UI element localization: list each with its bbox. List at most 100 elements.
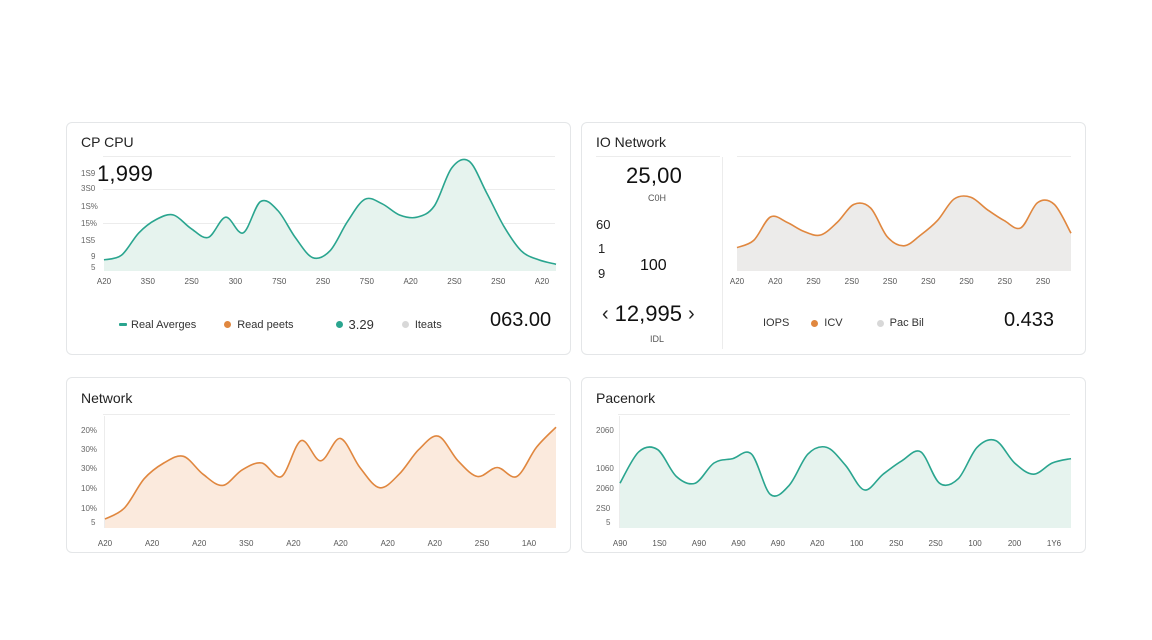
legend-marker bbox=[224, 321, 232, 328]
x-tick: 2S0 bbox=[883, 277, 898, 286]
packet-series-area bbox=[620, 439, 1071, 528]
x-tick: A20 bbox=[535, 277, 550, 286]
x-tick: A20 bbox=[192, 539, 207, 548]
x-tick: A20 bbox=[286, 539, 301, 548]
io-main-readout: ‹ 12,995 › bbox=[602, 301, 695, 327]
packet-chart bbox=[619, 438, 1072, 528]
x-tick: 2S0 bbox=[447, 277, 462, 286]
x-tick: 2S0 bbox=[316, 277, 331, 286]
x-tick: 2S0 bbox=[845, 277, 860, 286]
io-legend: IOPS ICV Pac Bil bbox=[763, 317, 924, 329]
legend-marker bbox=[811, 319, 819, 327]
network-panel: Network 20% 30% 30% 10% 10% 5 A20 A20 A20 3… bbox=[66, 377, 571, 553]
io-panel-divider bbox=[596, 156, 720, 157]
io-series-area bbox=[737, 195, 1071, 271]
io-side-label: 1 bbox=[598, 241, 606, 256]
y-tick: 3S0 bbox=[81, 184, 96, 193]
legend-item: Iteats bbox=[401, 318, 442, 331]
legend-item: 3.29 bbox=[335, 317, 374, 332]
cpu-gridline bbox=[103, 189, 555, 190]
x-tick: 2S0 bbox=[475, 539, 490, 548]
next-arrow-icon[interactable]: › bbox=[687, 302, 695, 325]
legend-label: Real Averges bbox=[131, 318, 197, 331]
x-tick: 2S0 bbox=[959, 277, 974, 286]
x-tick: A90 bbox=[613, 539, 628, 548]
legend-marker bbox=[335, 321, 343, 328]
cpu-x-axis: A20 3S0 2S0 300 7S0 2S0 7S0 A20 2S0 2S0 A20 bbox=[97, 277, 550, 286]
x-tick: 1A0 bbox=[522, 539, 537, 548]
network-series-area bbox=[105, 427, 556, 528]
x-tick: 100 bbox=[968, 539, 982, 548]
legend-marker bbox=[119, 323, 127, 326]
x-tick: A90 bbox=[692, 539, 707, 548]
network-series-line bbox=[104, 426, 557, 520]
legend-item: ICV bbox=[811, 317, 843, 329]
x-tick: 2S0 bbox=[491, 277, 506, 286]
legend-item: Real Averges bbox=[119, 319, 196, 331]
x-tick: 2S0 bbox=[1036, 277, 1051, 286]
cpu-panel-divider bbox=[103, 156, 555, 157]
packet-y-axis-line bbox=[619, 416, 620, 528]
x-tick: 7S0 bbox=[272, 277, 287, 286]
prev-arrow-icon[interactable]: ‹ bbox=[602, 302, 609, 325]
io-mid-value: 100 bbox=[640, 257, 667, 274]
y-tick: 1S9 bbox=[81, 169, 96, 178]
network-chart bbox=[104, 426, 557, 528]
legend-label: ICV bbox=[824, 317, 843, 329]
io-network-panel: IO Network 25,00 C0H 60 1 9 100 ‹ 12,995… bbox=[581, 122, 1086, 355]
x-tick: 200 bbox=[1008, 539, 1022, 548]
x-tick: A20 bbox=[97, 277, 112, 286]
packet-series-line bbox=[619, 438, 1072, 497]
x-tick: 2S0 bbox=[806, 277, 821, 286]
legend-marker bbox=[876, 319, 884, 327]
cpu-panel-title: CP CPU bbox=[81, 134, 134, 150]
y-tick: 20% bbox=[81, 426, 98, 435]
network-panel-divider bbox=[103, 414, 555, 415]
x-tick: A20 bbox=[333, 539, 348, 548]
x-tick: 300 bbox=[229, 277, 243, 286]
network-y-axis-line bbox=[104, 416, 105, 528]
cpu-series-line bbox=[103, 158, 557, 266]
y-tick: 1S% bbox=[81, 202, 98, 211]
x-tick: A20 bbox=[145, 539, 160, 548]
cpu-total-value: 063.00 bbox=[490, 309, 552, 331]
packet-panel: Pacenork 2060 1060 2060 2S0 5 A90 1S0 A90 A… bbox=[581, 377, 1086, 553]
y-tick: 9 bbox=[91, 252, 96, 261]
legend-item: Read peets bbox=[224, 318, 294, 331]
x-tick: A20 bbox=[403, 277, 418, 286]
y-tick: 1S5 bbox=[81, 236, 96, 245]
legend-item: Pac Bil bbox=[876, 317, 924, 329]
io-chart bbox=[736, 195, 1072, 271]
legend-marker bbox=[401, 321, 409, 328]
y-tick: 10% bbox=[81, 504, 98, 513]
io-series-line bbox=[736, 195, 1072, 249]
x-tick: A20 bbox=[730, 277, 745, 286]
x-tick: 100 bbox=[850, 539, 864, 548]
io-main-value: 12,995 bbox=[614, 301, 682, 326]
packet-panel-title: Pacenork bbox=[596, 390, 656, 406]
x-tick: A20 bbox=[768, 277, 783, 286]
io-panel-split bbox=[722, 157, 723, 349]
x-tick: 1S0 bbox=[652, 539, 667, 548]
io-panel-title: IO Network bbox=[596, 134, 667, 150]
network-x-axis: A20 A20 A20 3S0 A20 A20 A20 A20 2S0 1A0 bbox=[98, 539, 537, 548]
legend-label: Iteats bbox=[414, 318, 442, 331]
x-tick: 2S0 bbox=[928, 539, 943, 548]
y-tick: 5 bbox=[606, 518, 611, 527]
y-tick: 2S0 bbox=[596, 504, 611, 513]
io-side-label: 9 bbox=[598, 266, 606, 281]
y-tick: 15% bbox=[81, 219, 98, 228]
y-tick: 5 bbox=[91, 518, 96, 527]
packet-x-axis: A90 1S0 A90 A90 A90 A20 100 2S0 2S0 100 200 1Y6 bbox=[613, 539, 1062, 548]
y-tick: 10% bbox=[81, 484, 98, 493]
x-tick: A20 bbox=[428, 539, 443, 548]
io-side-label: 60 bbox=[596, 217, 611, 232]
y-tick: 30% bbox=[81, 445, 98, 454]
x-tick: 3S0 bbox=[141, 277, 156, 286]
x-tick: 2S0 bbox=[889, 539, 904, 548]
cpu-chart bbox=[103, 158, 557, 271]
y-tick: 1060 bbox=[596, 464, 614, 473]
x-tick: 2S0 bbox=[921, 277, 936, 286]
legend-label: Read peets bbox=[237, 318, 294, 331]
x-tick: A90 bbox=[731, 539, 746, 548]
